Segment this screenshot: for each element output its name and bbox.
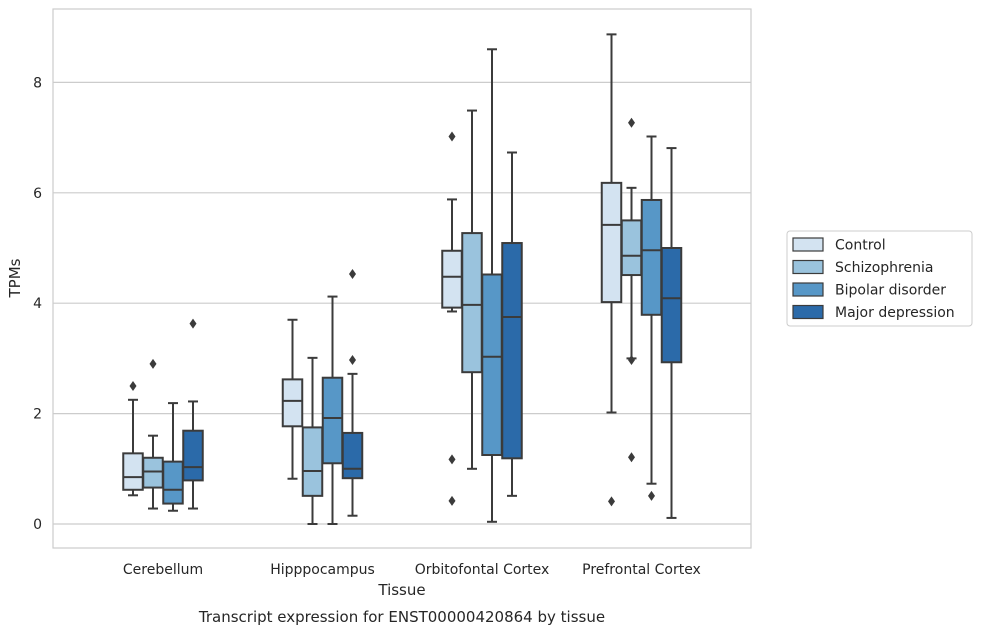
plot-frame bbox=[52, 8, 752, 549]
box-3-2 bbox=[501, 151, 523, 497]
box-3-3 bbox=[660, 147, 683, 519]
x-tick-labels: Cerebellum Hipppocampus Orbitofontal Corte… bbox=[123, 562, 701, 578]
outlier-point bbox=[349, 268, 356, 279]
outlier-point bbox=[628, 355, 635, 366]
box-1-0 bbox=[142, 358, 164, 510]
box-2-2 bbox=[481, 48, 503, 523]
box-2-0 bbox=[162, 402, 184, 512]
box-2-1 bbox=[321, 295, 344, 525]
box-1-1 bbox=[301, 356, 324, 525]
legend-label: Major depression bbox=[835, 305, 955, 321]
box-body bbox=[660, 247, 683, 364]
x-tick-label: Orbitofontal Cortex bbox=[415, 562, 550, 578]
box-body bbox=[481, 273, 503, 456]
box-body bbox=[640, 198, 663, 316]
box-body bbox=[142, 456, 164, 489]
legend-label: Bipolar disorder bbox=[835, 283, 946, 299]
box-body bbox=[162, 460, 184, 505]
legend-swatch bbox=[792, 282, 824, 297]
outlier-point bbox=[149, 358, 157, 369]
box-0-3 bbox=[600, 33, 623, 507]
box-1-2 bbox=[461, 109, 483, 470]
y-tick-label: 0 bbox=[33, 517, 42, 533]
box-3-1 bbox=[341, 268, 364, 517]
outlier-point bbox=[448, 495, 456, 506]
outlier-point bbox=[448, 454, 456, 465]
box-body bbox=[182, 429, 204, 482]
y-axis-label: TPMs bbox=[6, 258, 24, 298]
outlier-point bbox=[129, 381, 137, 391]
outlier-point bbox=[349, 355, 356, 366]
box-body bbox=[461, 232, 483, 374]
legend-swatch bbox=[792, 237, 824, 252]
outlier-point bbox=[648, 490, 655, 501]
y-tick-label: 2 bbox=[33, 407, 42, 423]
box-body bbox=[301, 426, 324, 497]
gridlines bbox=[53, 81, 751, 525]
legend-swatch bbox=[792, 259, 824, 275]
outlier-point bbox=[608, 496, 615, 507]
x-axis-label: Tissue bbox=[377, 581, 425, 599]
box-plots bbox=[122, 33, 683, 525]
box-body bbox=[341, 431, 364, 480]
outlier-point bbox=[189, 318, 197, 329]
x-tick-label: Prefrontal Cortex bbox=[582, 562, 701, 578]
box-0-0 bbox=[122, 381, 144, 497]
box-0-2 bbox=[441, 131, 463, 506]
outlier-point bbox=[448, 131, 456, 142]
box-body bbox=[600, 181, 623, 304]
legend-label: Schizophrenia bbox=[835, 260, 933, 276]
box-body bbox=[281, 378, 304, 428]
y-tick-label: 6 bbox=[33, 186, 42, 202]
box-1-3 bbox=[620, 117, 643, 463]
legend-label: Control bbox=[835, 238, 886, 254]
outlier-point bbox=[628, 117, 635, 128]
chart-caption: Transcript expression for ENST0000042086… bbox=[198, 608, 605, 626]
y-tick-labels: 0 2 4 6 8 bbox=[33, 75, 42, 533]
box-body bbox=[321, 376, 344, 465]
box-body bbox=[501, 242, 523, 460]
box-body bbox=[441, 249, 463, 309]
outlier-point bbox=[628, 452, 635, 463]
legend: Control Schizophrenia Bipolar disorder Majo… bbox=[786, 230, 973, 327]
legend-frame bbox=[786, 230, 973, 327]
legend-swatch bbox=[792, 304, 824, 320]
y-tick-label: 8 bbox=[33, 75, 42, 91]
box-0-1 bbox=[281, 318, 304, 480]
x-tick-label: Cerebellum bbox=[123, 562, 203, 578]
y-tick-label: 4 bbox=[33, 296, 42, 312]
box-body bbox=[620, 219, 643, 277]
box-3-0 bbox=[182, 318, 204, 510]
box-body bbox=[122, 452, 144, 491]
x-tick-label: Hipppocampus bbox=[270, 562, 375, 578]
